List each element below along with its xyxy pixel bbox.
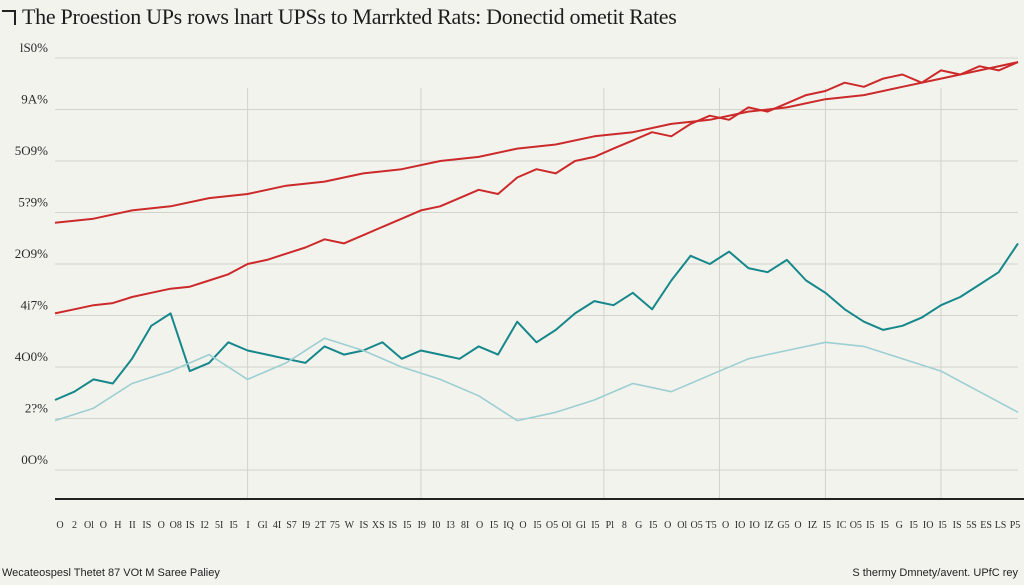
x-tick-label: I0 <box>432 520 440 531</box>
x-tick-label: II <box>129 520 136 531</box>
x-tick-label: 5S <box>966 520 977 531</box>
x-tick-label: I9 <box>418 520 426 531</box>
x-tick-label: I5 <box>910 520 918 531</box>
x-tick-label: 8I <box>461 520 469 531</box>
x-tick-label: XS <box>372 520 385 531</box>
x-tick-label: I5 <box>490 520 498 531</box>
x-tick-label: I <box>246 520 249 531</box>
vertical-gridlines <box>247 88 942 499</box>
x-tick-label: Gl <box>258 520 268 531</box>
x-tick-label: IS <box>359 520 368 531</box>
x-tick-label: O8 <box>170 520 182 531</box>
x-tick-label: G5 <box>777 520 789 531</box>
y-tick-label: 5O9% <box>15 143 48 158</box>
x-tick-label: W <box>345 520 355 531</box>
x-tick-label: Ol <box>561 520 571 531</box>
x-tick-label: IS <box>388 520 397 531</box>
x-tick-label: Pl <box>606 520 615 531</box>
x-tick-label: I5 <box>591 520 599 531</box>
series-3-line <box>54 337 1019 422</box>
x-tick-label: O <box>476 520 483 531</box>
x-tick-label: 8 <box>622 520 627 531</box>
title-row: The Proestion UPs rows lnart UPSs to Mar… <box>0 2 677 32</box>
x-tick-label: IS <box>953 520 962 531</box>
y-tick-label: 2?% <box>25 401 48 416</box>
footer-left-note: Wecateospesl Thetet 87 VOt M Saree Palie… <box>2 567 220 579</box>
x-tick-label: I5 <box>229 520 237 531</box>
x-tick-label: I5 <box>649 520 657 531</box>
x-tick-label: ES <box>980 520 992 531</box>
series-2-line <box>54 242 1019 401</box>
x-tick-label: 2T <box>315 520 326 531</box>
x-tick-label: H <box>114 520 121 531</box>
y-tick-labels: 0O% 2?% 4O0% 4i7% 2O9% 5?9% 5O9% 9A% lS0% <box>15 40 48 467</box>
x-tick-label: I5 <box>866 520 874 531</box>
x-tick-label: IO <box>923 520 934 531</box>
x-tick-label: O <box>519 520 526 531</box>
series-1-line <box>54 61 1019 315</box>
y-tick-label: lS0% <box>20 40 48 55</box>
y-tick-label: 4i7% <box>21 298 49 313</box>
x-tick-label: IZ <box>808 520 817 531</box>
x-tick-label: S7 <box>286 520 297 531</box>
x-tick-labels: O 2 Ol O H II IS O O8 IS I2 5I I5 I Gl 4I S7 I9 2T 75 W IS XS I… <box>56 520 1020 531</box>
x-tick-label: O <box>794 520 801 531</box>
x-tick-label: IZ <box>764 520 773 531</box>
x-tick-label: I5 <box>881 520 889 531</box>
x-tick-label: 2 <box>72 520 77 531</box>
x-tick-label: IO <box>749 520 760 531</box>
x-tick-label: 4I <box>273 520 281 531</box>
x-tick-label: Ol <box>84 520 94 531</box>
x-tick-label: I5 <box>403 520 411 531</box>
x-tick-label: I5 <box>938 520 946 531</box>
x-tick-label: 5I <box>215 520 223 531</box>
x-tick-label: IS <box>186 520 195 531</box>
x-tick-label: O5 <box>691 520 703 531</box>
x-tick-label: Ol <box>677 520 687 531</box>
x-tick-label: 75 <box>330 520 340 531</box>
x-tick-label: O <box>56 520 63 531</box>
y-tick-label: 4O0% <box>15 349 48 364</box>
x-tick-label: IO <box>735 520 746 531</box>
x-tick-label: O5 <box>850 520 862 531</box>
y-tick-label: 2O9% <box>15 246 48 261</box>
x-tick-label: P5 <box>1010 520 1021 531</box>
chart-title: The Proestion UPs rows lnart UPSs to Mar… <box>22 4 677 29</box>
horizontal-gridlines <box>55 57 1018 471</box>
x-tick-label: Gl <box>576 520 586 531</box>
x-tick-label: IC <box>836 520 846 531</box>
x-tick-label: O <box>722 520 729 531</box>
x-tick-label: I9 <box>302 520 310 531</box>
corner-bracket-icon <box>2 9 16 25</box>
x-tick-label: I3 <box>447 520 455 531</box>
x-tick-label: IQ <box>503 520 514 531</box>
x-tick-label: O <box>158 520 165 531</box>
x-tick-label: O <box>664 520 671 531</box>
footer-right-note: S thermy Dmnety/avent. UPfC rey <box>852 567 1018 579</box>
x-tick-label: O5 <box>546 520 558 531</box>
series-layer <box>54 61 1019 422</box>
x-tick-label: G <box>896 520 903 531</box>
x-tick-label: O <box>100 520 107 531</box>
y-tick-label: 0O% <box>21 452 48 467</box>
x-tick-label: I5 <box>823 520 831 531</box>
x-tick-label: I5 <box>533 520 541 531</box>
y-tick-label: 5?9% <box>18 195 48 210</box>
x-tick-label: G <box>635 520 642 531</box>
series-1-line <box>54 61 1019 224</box>
plot-background <box>0 36 1024 506</box>
y-tick-label: 9A% <box>21 92 48 107</box>
x-tick-label: IS <box>142 520 151 531</box>
x-tick-label: T5 <box>706 520 717 531</box>
x-tick-label: LS <box>995 520 1007 531</box>
x-tick-label: I2 <box>201 520 209 531</box>
